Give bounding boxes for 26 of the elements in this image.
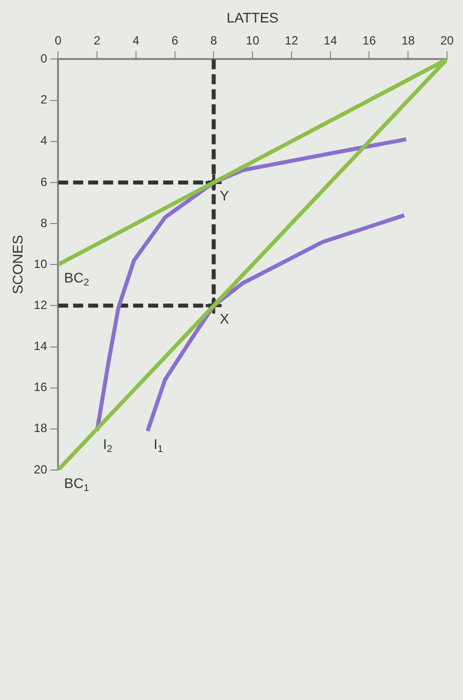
- x-tick-label: 0: [54, 33, 62, 48]
- y-tick-label: 4: [40, 134, 48, 148]
- x-tick-label: 14: [324, 33, 338, 48]
- y-tick-label: 12: [34, 298, 48, 312]
- y-tick-label: 18: [34, 421, 48, 436]
- y-tick-label: 16: [34, 380, 48, 394]
- x-tick-label: 16: [362, 33, 376, 48]
- x-tick-label: 4: [132, 33, 140, 48]
- x-tick-label: 2: [94, 33, 101, 48]
- x-tick-label: 8: [210, 33, 218, 48]
- y-axis-title: SCONES: [9, 235, 26, 294]
- x-tick-label: 10: [246, 33, 260, 48]
- x-tick-label: 12: [284, 33, 298, 48]
- x-axis-title: LATTES: [226, 9, 279, 26]
- y-tick-label: 20: [34, 462, 48, 476]
- y-tick-label: 6: [40, 174, 48, 189]
- y-tick-label: 8: [40, 216, 48, 230]
- y-tick-label: 0: [40, 52, 48, 66]
- y-tick-label: 14: [34, 339, 48, 354]
- y-tick-label: 2: [40, 92, 48, 107]
- y-tick-label: 10: [34, 256, 48, 271]
- x-tick-label: 20: [440, 33, 454, 48]
- annotation: Y: [220, 187, 230, 204]
- x-tick-label: 6: [171, 33, 178, 48]
- annotation: X: [220, 310, 230, 327]
- x-tick-label: 18: [401, 33, 416, 48]
